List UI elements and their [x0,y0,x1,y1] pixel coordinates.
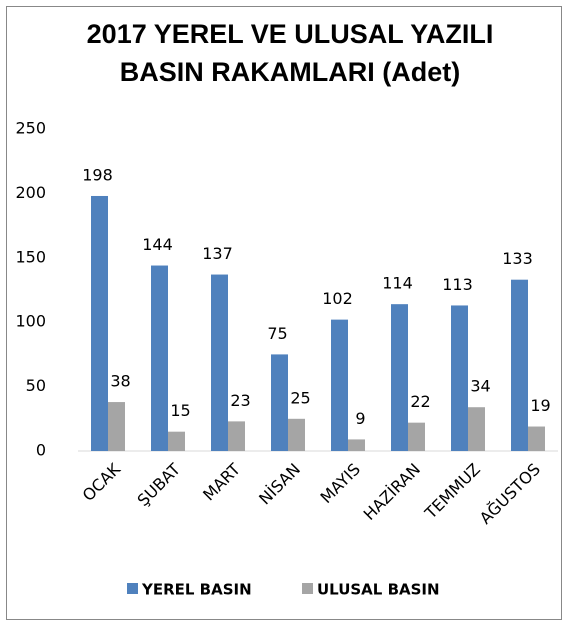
value-label: 22 [410,392,430,411]
value-label: 198 [82,165,113,184]
bar [211,274,228,451]
bar [228,421,245,451]
legend-swatch [302,583,313,594]
value-label: 23 [230,391,250,410]
bar [391,304,408,451]
value-label: 38 [110,372,130,391]
value-label: 144 [142,235,173,254]
value-label: 19 [530,396,550,415]
y-tick-label: 150 [15,247,46,266]
value-label: 9 [355,409,365,428]
legend-swatch [127,583,138,594]
chart-title: 2017 YEREL VE ULUSAL YAZILI [87,19,494,49]
bar [91,195,108,451]
value-label: 133 [502,249,533,268]
bar [468,407,485,451]
bar [511,279,528,451]
bar [451,305,468,451]
chart-border [6,6,562,620]
y-tick-label: 50 [26,376,46,395]
y-tick-label: 0 [36,441,46,460]
bar [168,431,185,451]
bar [528,426,545,451]
bar [271,354,288,451]
y-tick-label: 100 [15,312,46,331]
value-label: 25 [290,388,310,407]
value-label: 137 [202,244,233,263]
bar [108,402,125,451]
bar [348,439,365,451]
bar [151,265,168,451]
legend-label: YEREL BASIN [141,581,252,599]
legend-label: ULUSAL BASIN [317,581,440,599]
y-tick-label: 200 [15,183,46,202]
value-label: 114 [382,274,413,293]
y-tick-label: 250 [15,119,46,138]
value-label: 113 [442,275,473,294]
bar [288,418,305,451]
chart-title: BASIN RAKAMLARI (Adet) [120,57,460,87]
value-label: 34 [470,377,490,396]
value-label: 15 [170,401,190,420]
value-label: 75 [267,324,287,343]
bar [331,319,348,451]
bar [408,422,425,451]
value-label: 102 [322,289,353,308]
